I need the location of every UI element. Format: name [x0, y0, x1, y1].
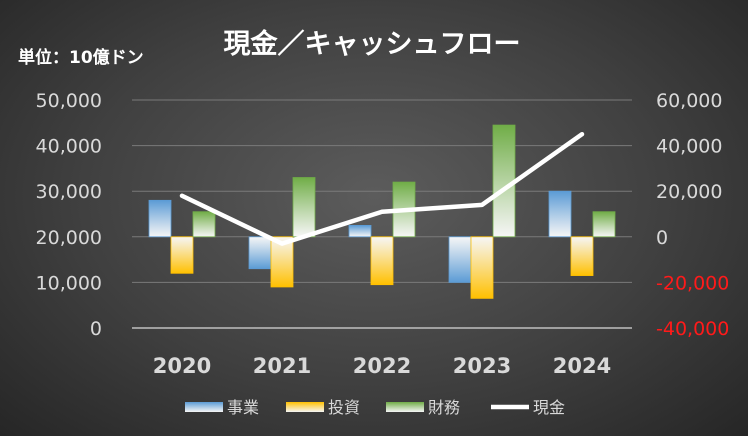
x-tick-label: 2024 [553, 354, 611, 378]
right-tick-label: -40,000 [656, 318, 729, 340]
cash-point-2023 [481, 204, 483, 206]
chart-title: 現金／キャッシュフロー [224, 28, 521, 60]
left-tick-label: 0 [90, 318, 102, 340]
cash-line-series [179, 131, 585, 246]
right-tick-label: 40,000 [656, 136, 722, 158]
x-tick-label: 2022 [353, 354, 411, 378]
cash-point-2020 [181, 195, 183, 197]
legend-swatch-財務 [386, 402, 424, 412]
left-axis: 50,000 40,000 30,000 20,000 10,000 0 [36, 90, 102, 340]
left-tick-label: 10,000 [36, 272, 102, 294]
bar-投資-2024 [570, 236, 594, 276]
bar-投資-2022 [370, 236, 394, 286]
left-tick-label: 40,000 [36, 136, 102, 158]
bar-財務-2024 [592, 211, 616, 238]
right-tick-label: 60,000 [656, 90, 722, 112]
bar-財務-2021 [292, 177, 316, 238]
legend-label-現金: 現金 [533, 398, 565, 417]
right-tick-label: -20,000 [656, 272, 729, 294]
legend-swatch-事業 [185, 402, 223, 412]
bar-財務-2023 [492, 124, 516, 238]
legend-swatch-投資 [286, 402, 324, 412]
x-tick-label: 2020 [153, 354, 211, 378]
bar-事業-2020 [148, 199, 172, 238]
cash-point-2022 [381, 211, 383, 213]
bar-事業-2021 [248, 236, 272, 270]
left-tick-label: 30,000 [36, 181, 102, 203]
cash-point-2021 [281, 243, 283, 245]
unit-label: 単位：10億ドン [18, 47, 144, 68]
x-axis: 2020 2021 2022 2023 2024 [153, 354, 611, 378]
left-tick-label: 50,000 [36, 90, 102, 112]
left-tick-label: 20,000 [36, 227, 102, 249]
legend-label-事業: 事業 [227, 398, 259, 417]
x-tick-label: 2023 [453, 354, 511, 378]
right-tick-label: 20,000 [656, 181, 722, 203]
right-axis: 60,000 40,000 20,000 0 -20,000 -40,000 [656, 90, 729, 340]
bar-事業-2024 [548, 190, 572, 238]
right-tick-label: 0 [656, 227, 668, 249]
legend-label-財務: 財務 [428, 398, 460, 417]
bar-投資-2020 [170, 236, 194, 274]
legend-label-投資: 投資 [328, 398, 360, 417]
bar-投資-2021 [270, 236, 294, 288]
x-tick-label: 2021 [253, 354, 311, 378]
bar-投資-2023 [470, 236, 494, 299]
cash-line [179, 131, 585, 246]
bar-事業-2022 [348, 224, 372, 238]
cash-point-2024 [581, 133, 583, 135]
bar-事業-2023 [448, 236, 472, 283]
legend: 事業 投資 財務 現金 [185, 398, 565, 417]
bar-財務-2020 [192, 211, 216, 238]
